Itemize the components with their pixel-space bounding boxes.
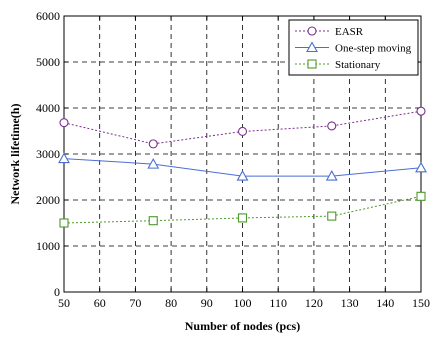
x-tick-label: 140	[376, 296, 394, 310]
data-point	[148, 139, 158, 149]
x-tick-label: 50	[58, 296, 70, 310]
legend-marker	[307, 59, 317, 69]
x-tick-label: 150	[412, 296, 430, 310]
y-tick-label: 3000	[36, 147, 60, 161]
data-point	[59, 218, 69, 228]
x-tick-label: 60	[94, 296, 106, 310]
data-point	[416, 106, 426, 116]
data-point	[147, 157, 160, 169]
x-tick-labels: 50 60 70 80 90 100 110 120 130 140 150	[58, 16, 430, 310]
series-0	[59, 106, 426, 149]
data-point	[148, 216, 158, 226]
series-2	[59, 191, 426, 228]
grid-lines	[64, 16, 421, 292]
x-tick-label: 130	[341, 296, 359, 310]
data-point	[416, 191, 426, 201]
legend-label: EASR	[335, 26, 364, 38]
data-point	[59, 118, 69, 128]
legend-label: Stationary	[335, 59, 381, 71]
legend-marker	[306, 41, 318, 53]
data-point	[325, 169, 338, 181]
data-point	[58, 152, 70, 164]
y-axis-label: Network lifetime(h)	[8, 104, 22, 205]
x-tick-label: 110	[269, 296, 287, 310]
y-tick-labels: 0 1000 2000 3000 4000 5000 6000	[36, 9, 421, 299]
y-tick-label: 0	[54, 285, 60, 299]
x-tick-label: 100	[234, 296, 252, 310]
x-tick-label: 80	[165, 296, 177, 310]
x-tick-label: 90	[201, 296, 213, 310]
data-point	[327, 121, 337, 131]
x-tick-label: 120	[305, 296, 323, 310]
data-point	[236, 169, 249, 181]
data-point	[415, 161, 427, 173]
y-tick-label: 6000	[36, 9, 60, 23]
series-1	[58, 152, 427, 181]
y-tick-label: 2000	[36, 193, 60, 207]
y-tick-label: 5000	[36, 55, 60, 69]
legend-marker	[307, 26, 317, 36]
data-point	[237, 126, 248, 137]
data-point	[327, 211, 337, 221]
legend: EASR One-step moving Stationary	[288, 19, 419, 76]
data-point	[237, 213, 248, 223]
series-layer	[58, 106, 427, 228]
x-tick-label: 70	[129, 296, 141, 310]
x-axis-label: Number of nodes (pcs)	[185, 319, 300, 333]
y-tick-label: 1000	[36, 239, 60, 253]
y-tick-label: 4000	[36, 101, 60, 115]
legend-label: One-step moving	[335, 43, 412, 55]
